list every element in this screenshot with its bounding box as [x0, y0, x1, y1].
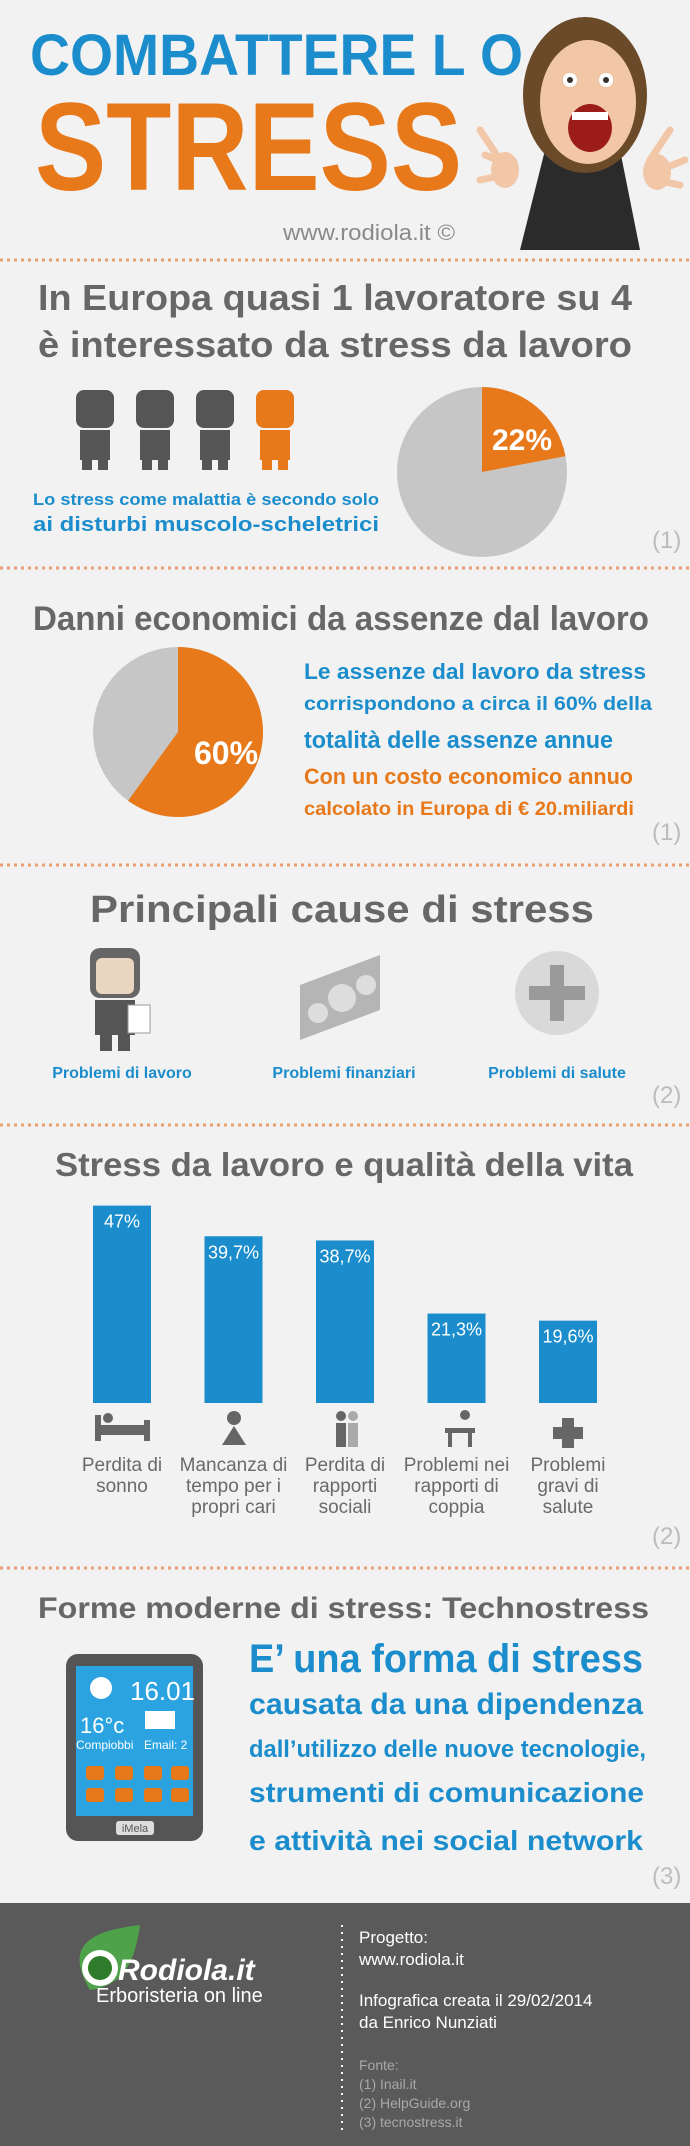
caption: Lo stress come malattia è secondo solo	[33, 490, 379, 509]
logo-text: Rodiola.it	[118, 1954, 257, 1987]
worker-figures	[76, 390, 294, 470]
phone-city: Compiobbi	[76, 1738, 133, 1752]
health-icon	[515, 951, 599, 1035]
phone-time: 16.01	[130, 1676, 195, 1706]
value-label: 38,7%	[319, 1246, 370, 1266]
source-ref: (3)	[652, 1863, 681, 1890]
stressed-woman	[476, 17, 689, 250]
footer-source: (1) Inail.it	[359, 2076, 417, 2092]
x-tick-label: Problemi gravi di salute	[530, 1455, 606, 1518]
source-ref: (1)	[652, 527, 681, 554]
phone-email: Email: 2	[144, 1738, 188, 1752]
text-line: Con un costo economico annuo	[304, 764, 633, 789]
section-title: è interessato da stress da lavoro	[38, 324, 632, 365]
bar-chart: 47% Perdita di sonno 39,7% Mancanza di temp…	[81, 1205, 606, 1518]
phone: 16.01 16°c Compiobbi Email: 2 iMela	[66, 1654, 203, 1841]
text-line: Le assenze dal lavoro da stress	[304, 659, 646, 684]
title: COMBATTERE L O	[30, 23, 523, 88]
phone-brand: iMela	[122, 1823, 149, 1835]
bar	[539, 1320, 597, 1403]
x-tick-label: Mancanza di tempo per i propri cari	[179, 1455, 288, 1518]
source-ref: (2)	[652, 1082, 681, 1109]
category-label: Perdita di rapporti sociali	[304, 1455, 386, 1518]
bar	[316, 1240, 374, 1403]
source-ref: (2)	[652, 1523, 681, 1550]
pie-slice	[128, 647, 264, 817]
pie-chart: 22%	[397, 387, 567, 557]
cause-label: Problemi finanziari	[272, 1065, 415, 1082]
pie-label: 60%	[194, 735, 258, 771]
pie-slice	[482, 387, 566, 472]
footer-text: Infografica creata il 29/02/2014	[359, 1991, 592, 2010]
work-icon	[90, 948, 151, 1051]
pie-label: 22%	[492, 424, 552, 457]
caption: ai disturbi muscolo-scheletrici	[33, 514, 379, 536]
text-line: causata da una dipendenza	[249, 1688, 643, 1721]
section-title: Danni economici da assenze dal lavoro	[33, 600, 649, 638]
text-line: e attività nei social network	[249, 1825, 643, 1856]
section-title: In Europa quasi 1 lavoratore su 4	[38, 277, 632, 318]
category-label: Perdita di sonno	[81, 1455, 163, 1497]
cause-label: Problemi di lavoro	[52, 1065, 192, 1082]
footer-text: da Enrico Nunziati	[359, 2013, 497, 2032]
text-line: corrispondono a circa il 60% della	[304, 694, 652, 715]
bar	[427, 1313, 486, 1403]
x-tick-label: Perdita di rapporti sociali	[304, 1455, 386, 1518]
bar	[93, 1205, 151, 1403]
cause-label: Problemi di salute	[488, 1065, 626, 1082]
money-icon	[300, 955, 380, 1040]
value-label: 19,6%	[542, 1327, 593, 1347]
footer-text: www.rodiola.it	[358, 1950, 464, 1969]
text-line: dall’utilizzo delle nuove tecnologie,	[249, 1736, 646, 1763]
source-ref: (1)	[652, 819, 681, 846]
category-label: Problemi gravi di salute	[530, 1455, 606, 1518]
section-title: Principali cause di stress	[90, 889, 594, 931]
title-big: STRESS	[35, 78, 462, 217]
category-label: Mancanza di tempo per i propri cari	[179, 1455, 288, 1518]
site: www.rodiola.it ©	[282, 220, 455, 245]
footer-source: (3) tecnostress.it	[359, 2114, 463, 2130]
text-line: totalità delle assenze annue	[304, 727, 613, 754]
tagline: Erboristeria on line	[96, 1985, 263, 2007]
phone-temp: 16°c	[80, 1713, 124, 1738]
pie-chart: 60%	[93, 647, 264, 817]
category-label: Problemi nei rapporti di coppia	[403, 1455, 510, 1518]
value-label: 21,3%	[431, 1320, 482, 1340]
value-label: 39,7%	[208, 1242, 259, 1262]
bar	[204, 1236, 263, 1403]
value-label: 47%	[104, 1212, 140, 1232]
section-title: Forme moderne di stress: Technostress	[38, 1592, 649, 1625]
x-tick-label: Problemi nei rapporti di coppia	[403, 1455, 510, 1518]
footer-source: Fonte:	[359, 2057, 399, 2073]
chart-title: Stress da lavoro e qualità della vita	[55, 1146, 634, 1183]
footer-text: Progetto:	[359, 1928, 428, 1947]
text-line: E’ una forma di stress	[249, 1637, 643, 1681]
text-line: calcolato in Europa di € 20.miliardi	[304, 799, 634, 820]
bar-icons	[95, 1410, 583, 1448]
x-tick-label: Perdita di sonno	[81, 1455, 163, 1497]
logo: Rodiola.it	[79, 1925, 257, 1990]
footer-source: (2) HelpGuide.org	[359, 2095, 470, 2111]
text-line: strumenti di comunicazione	[249, 1777, 644, 1808]
